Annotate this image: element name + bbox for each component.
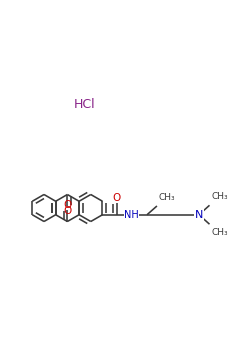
Text: CH₃: CH₃: [212, 192, 228, 201]
Text: O: O: [63, 206, 72, 216]
Text: HCl: HCl: [74, 98, 96, 112]
Text: CH₃: CH₃: [212, 228, 228, 237]
Text: NH: NH: [124, 210, 139, 220]
Text: O: O: [63, 199, 72, 210]
Text: O: O: [112, 193, 121, 203]
Text: CH₃: CH₃: [159, 193, 176, 202]
Text: N: N: [195, 210, 203, 220]
